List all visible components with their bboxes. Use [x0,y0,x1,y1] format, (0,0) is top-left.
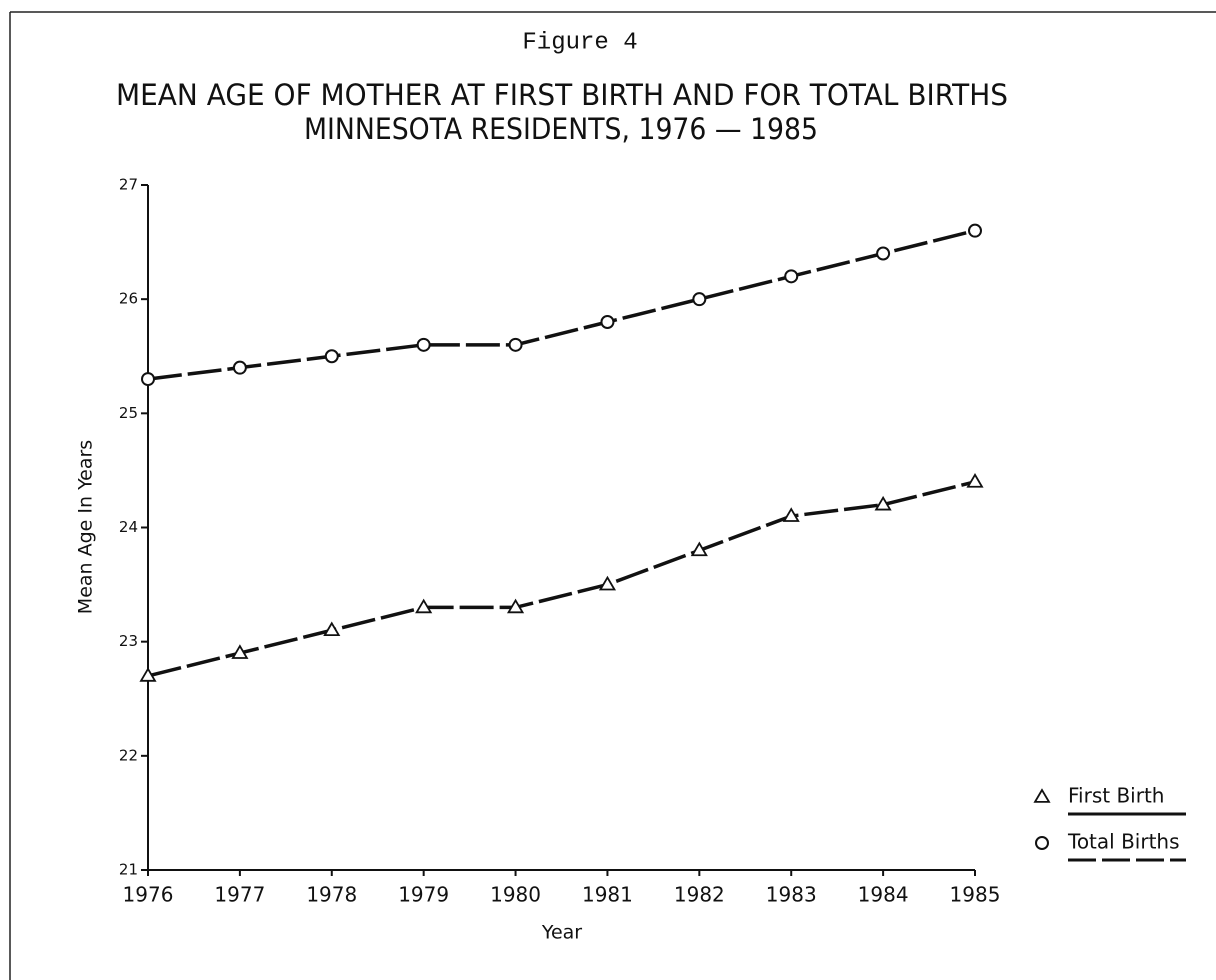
marker-triangle [415,598,433,614]
marker-triangle [598,575,617,591]
y-tick-label: 23 [119,632,138,650]
marker-triangle [966,473,984,488]
marker-triangle [506,598,525,614]
y-tick-label: 24 [119,518,138,536]
x-tick-label: 1985 [950,883,1001,907]
legend-label: First Birth [1068,784,1164,808]
y-axis-label: Mean Age In Years [75,440,97,614]
series-line [147,228,976,381]
marker-triangle [690,541,708,557]
x-tick-label: 1976 [123,883,174,907]
chart-title: MEAN AGE OF MOTHER AT FIRST BIRTH AND FO… [116,78,1008,112]
figure-label: Figure 4 [522,29,637,56]
x-tick-label: 1977 [214,883,265,907]
x-axis-label: Year [541,922,582,944]
x-tick-label: 1980 [490,883,541,907]
y-tick-label: 27 [119,176,138,194]
x-tick-label: 1978 [306,883,357,907]
marker-circle [968,223,982,238]
marker-triangle [1033,788,1051,803]
legend-label: Total Births [1067,830,1180,854]
x-tick-label: 1983 [766,883,817,907]
y-tick-label: 26 [119,290,138,308]
x-tick-label: 1982 [674,883,725,907]
x-tick-label: 1981 [582,883,633,907]
marker-circle [232,360,247,375]
marker-triangle [139,667,157,682]
marker-circle [508,337,523,352]
y-tick-label: 21 [119,861,138,879]
y-tick-label: 22 [119,746,138,764]
marker-circle [692,292,707,307]
marker-circle [416,337,431,352]
marker-circle [324,349,339,364]
chart-subtitle: MINNESOTA RESIDENTS, 1976 — 1985 [304,112,818,146]
marker-triangle [231,644,249,659]
marker-circle [141,372,155,387]
marker-triangle [874,495,892,511]
marker-triangle [323,621,341,637]
series-line [147,480,976,678]
marker-circle [600,315,615,329]
marker-triangle [782,507,800,522]
y-tick-label: 25 [119,404,138,422]
marker-circle [1035,836,1049,850]
x-tick-label: 1979 [398,883,449,907]
marker-circle [876,246,891,261]
x-tick-label: 1984 [858,883,909,907]
marker-circle [784,269,799,284]
